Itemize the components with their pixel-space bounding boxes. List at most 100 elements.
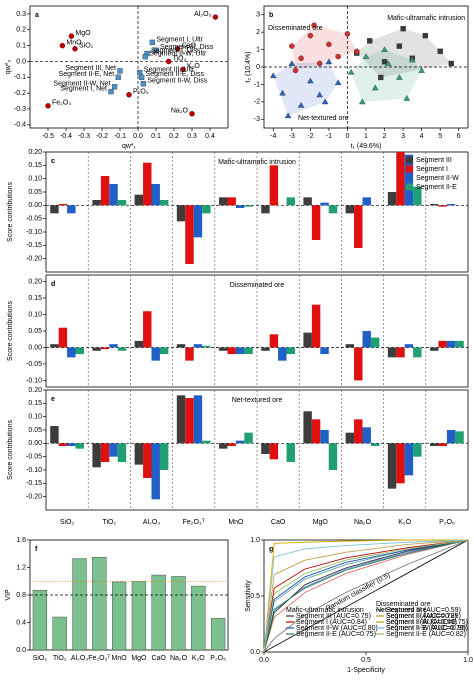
point — [270, 72, 277, 79]
y-tick-label: 0.00 — [28, 344, 42, 351]
x-tick-label: TiO₂ — [102, 519, 116, 526]
bar — [387, 443, 397, 489]
bar — [370, 337, 380, 348]
point-label: Segment I, Net — [60, 85, 107, 92]
x-tick-label: Fe₂O₃ᵀ — [183, 519, 205, 526]
region-label: Disseminated ore — [268, 25, 323, 32]
point-label: TiO₂ — [173, 55, 187, 62]
point — [381, 59, 388, 65]
bar — [171, 576, 186, 651]
point-label: Segment III, Net — [65, 65, 116, 72]
bar — [143, 311, 152, 348]
point — [367, 38, 373, 44]
legend-label: Segment III (AUC=0.75) — [296, 613, 371, 620]
x-tick-label: MgO — [131, 655, 147, 662]
point — [448, 60, 454, 67]
point — [142, 54, 148, 60]
bar — [438, 205, 447, 207]
panel-label: b — [269, 12, 273, 19]
bar — [193, 395, 203, 444]
point — [288, 60, 296, 66]
bar — [111, 581, 127, 651]
point — [396, 43, 403, 49]
y-tick-label: 0.5 — [250, 593, 260, 600]
y-tick-label: 2 — [256, 29, 260, 36]
y-tick-label: -0.4 — [14, 122, 26, 129]
y-axis-label: Score contributions — [7, 420, 14, 480]
bar — [58, 204, 68, 206]
x-tick-label: 0.2 — [169, 133, 179, 140]
bar — [235, 440, 245, 444]
bar — [219, 197, 228, 206]
point-label: Segment II-W, Net — [53, 81, 110, 88]
legend-title: Mafic-ultramafic intrusion — [286, 607, 364, 614]
point — [378, 74, 384, 81]
point — [149, 39, 156, 46]
y-tick-label: 0.0 — [16, 58, 26, 65]
y-tick-label: 0.2 — [16, 27, 26, 34]
bar — [354, 205, 363, 248]
bar — [362, 427, 371, 444]
legend-swatch — [406, 174, 413, 182]
point — [321, 98, 329, 105]
point — [311, 22, 317, 28]
point-label: Segment II-E, Net — [59, 71, 115, 78]
point — [307, 32, 314, 39]
point — [335, 53, 341, 60]
bar — [159, 443, 169, 470]
x-tick-label: -1 — [326, 133, 332, 140]
y-tick-label: -0.20 — [26, 494, 42, 501]
x-tick-label: -2 — [307, 133, 313, 140]
point — [325, 58, 333, 65]
y-tick-label: 0.20 — [28, 387, 42, 394]
y-tick-label: 0.10 — [28, 414, 42, 421]
point — [126, 91, 132, 98]
y-tick-label: -0.2 — [14, 90, 26, 97]
y-tick-label: 0.8 — [16, 592, 26, 599]
x-tick-label: 0.1 — [151, 133, 161, 140]
point-label: Segment II-E, Diss — [146, 71, 205, 78]
bar — [446, 340, 456, 348]
y-tick-label: 0.05 — [28, 328, 42, 335]
x-tick-label: -3 — [289, 133, 295, 140]
bar — [202, 440, 211, 444]
panel-label: g — [269, 546, 273, 553]
bar — [261, 347, 270, 351]
bar — [396, 347, 405, 358]
point-label: CaO — [182, 43, 197, 50]
bar — [438, 340, 447, 348]
legend-swatch — [406, 165, 413, 173]
bar — [370, 443, 380, 446]
bar — [446, 204, 456, 206]
x-tick-label: -0.2 — [96, 133, 108, 140]
point — [165, 58, 172, 65]
bar — [303, 411, 312, 444]
bar — [387, 347, 397, 358]
x-axis-label: 1-Specificity — [347, 667, 385, 674]
group-region — [351, 49, 422, 102]
bar — [92, 556, 107, 651]
point — [153, 47, 159, 54]
bar — [50, 205, 59, 214]
x-tick-label: -0.1 — [114, 133, 126, 140]
point-label: Segment III, Diss — [160, 44, 214, 51]
legend-label: Segment II-W (AUC=0.80) — [296, 625, 378, 632]
point-label: Fe₂O₃ — [52, 100, 71, 107]
x-tick-label: K₂O — [398, 519, 411, 526]
bar — [320, 202, 329, 206]
bar — [311, 304, 321, 348]
point — [316, 91, 323, 98]
y-tick-label: -0.10 — [26, 467, 42, 474]
point-label: Segment II-W, Ultr — [149, 51, 207, 58]
legend-swatch — [406, 156, 413, 164]
panel-label: a — [35, 12, 39, 19]
x-tick-label: 6 — [457, 133, 461, 140]
bar — [235, 205, 245, 208]
point — [384, 60, 392, 66]
point-label: P₂O₅ — [133, 89, 149, 96]
bar — [227, 347, 236, 355]
point — [362, 53, 370, 59]
y-tick-label: 1.0 — [250, 537, 260, 544]
x-tick-label: 3 — [401, 133, 405, 140]
panel-title: Net-textured ore — [232, 397, 283, 404]
